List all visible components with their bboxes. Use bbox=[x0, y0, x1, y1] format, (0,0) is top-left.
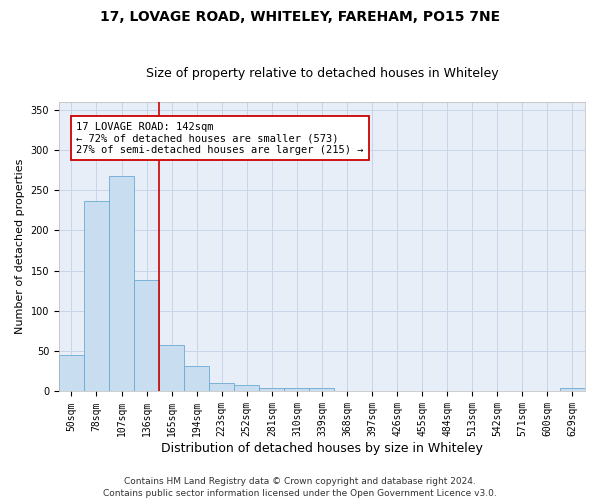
Bar bbox=[159, 345, 184, 392]
Bar bbox=[134, 280, 159, 392]
Bar bbox=[209, 384, 234, 392]
Bar bbox=[310, 388, 334, 392]
X-axis label: Distribution of detached houses by size in Whiteley: Distribution of detached houses by size … bbox=[161, 442, 483, 455]
Bar bbox=[284, 388, 310, 392]
Bar bbox=[184, 366, 209, 392]
Title: Size of property relative to detached houses in Whiteley: Size of property relative to detached ho… bbox=[146, 66, 498, 80]
Text: Contains HM Land Registry data © Crown copyright and database right 2024.
Contai: Contains HM Land Registry data © Crown c… bbox=[103, 476, 497, 498]
Y-axis label: Number of detached properties: Number of detached properties bbox=[15, 159, 25, 334]
Bar bbox=[234, 385, 259, 392]
Bar bbox=[560, 388, 585, 392]
Bar bbox=[59, 355, 84, 392]
Bar bbox=[259, 388, 284, 392]
Bar bbox=[109, 176, 134, 392]
Text: 17, LOVAGE ROAD, WHITELEY, FAREHAM, PO15 7NE: 17, LOVAGE ROAD, WHITELEY, FAREHAM, PO15… bbox=[100, 10, 500, 24]
Text: 17 LOVAGE ROAD: 142sqm
← 72% of detached houses are smaller (573)
27% of semi-de: 17 LOVAGE ROAD: 142sqm ← 72% of detached… bbox=[76, 122, 364, 155]
Bar bbox=[84, 202, 109, 392]
